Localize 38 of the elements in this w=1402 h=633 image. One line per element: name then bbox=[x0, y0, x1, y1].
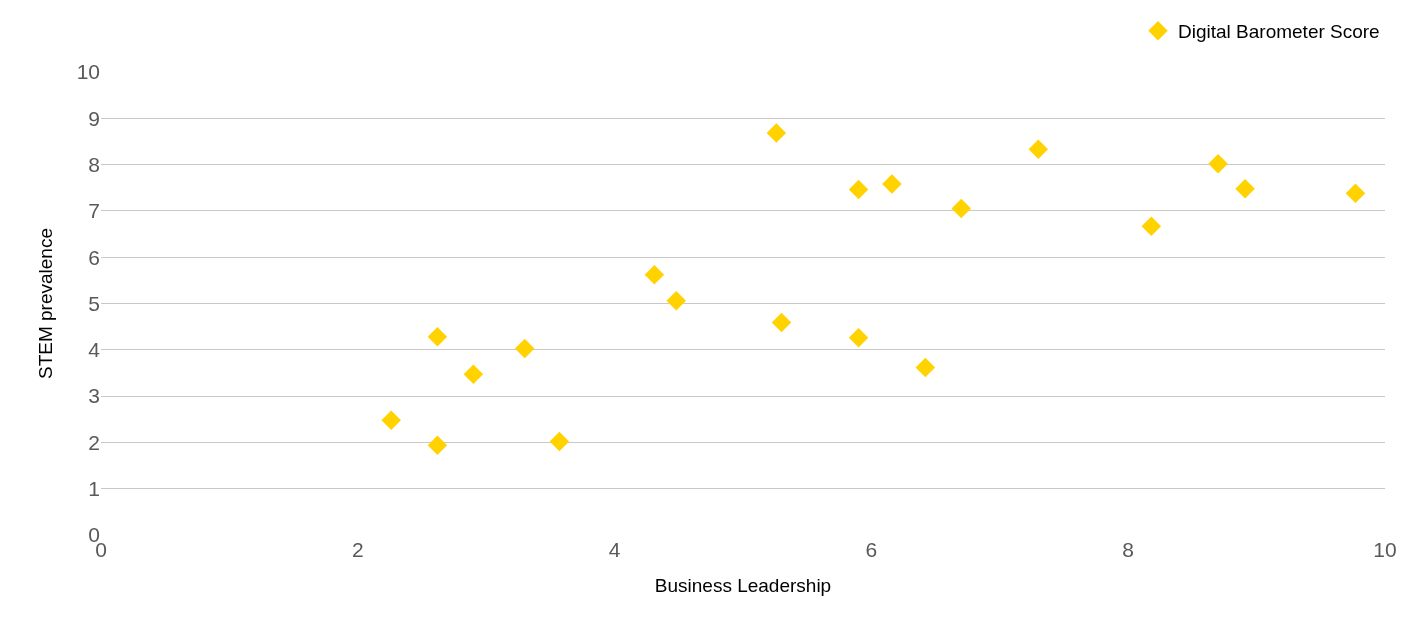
point bbox=[427, 435, 448, 455]
point bbox=[848, 179, 869, 200]
legend-label: Digital Barometer Score bbox=[1178, 21, 1380, 43]
x-axis-title: Business Leadership bbox=[654, 574, 832, 596]
point bbox=[1141, 216, 1162, 236]
y-tick-label: 2 bbox=[88, 430, 100, 454]
y-tick-label: 6 bbox=[88, 245, 100, 269]
y-tick-label: 4 bbox=[88, 338, 101, 362]
y-tick-label: 5 bbox=[88, 291, 100, 315]
x-tick-label: 2 bbox=[351, 538, 364, 561]
point bbox=[771, 312, 792, 333]
x-tick-label: 6 bbox=[865, 538, 878, 561]
point bbox=[882, 174, 902, 194]
point bbox=[1208, 153, 1228, 174]
point bbox=[644, 265, 665, 285]
point bbox=[1235, 178, 1255, 199]
y-tick-label: 1 bbox=[88, 477, 100, 501]
point bbox=[1028, 139, 1049, 160]
point bbox=[766, 123, 787, 143]
point bbox=[514, 338, 535, 359]
x-tick-label: 4 bbox=[608, 538, 621, 561]
point bbox=[666, 290, 686, 311]
y-tick-label: 9 bbox=[88, 106, 100, 130]
y-tick-label: 3 bbox=[88, 384, 100, 408]
y-tick-label: 10 bbox=[76, 60, 100, 84]
point bbox=[951, 198, 972, 219]
point bbox=[915, 357, 936, 378]
point bbox=[381, 410, 401, 430]
point bbox=[427, 327, 448, 347]
point bbox=[549, 431, 570, 452]
x-tick-label: 8 bbox=[1122, 538, 1135, 561]
y-axis-title: STEM prevalence bbox=[35, 227, 57, 380]
point bbox=[848, 328, 869, 348]
y-tick-label: 8 bbox=[88, 152, 100, 176]
x-tick-label: 10 bbox=[1373, 538, 1397, 561]
point bbox=[1345, 183, 1366, 204]
point bbox=[463, 364, 484, 385]
y-tick-label: 7 bbox=[88, 199, 100, 223]
